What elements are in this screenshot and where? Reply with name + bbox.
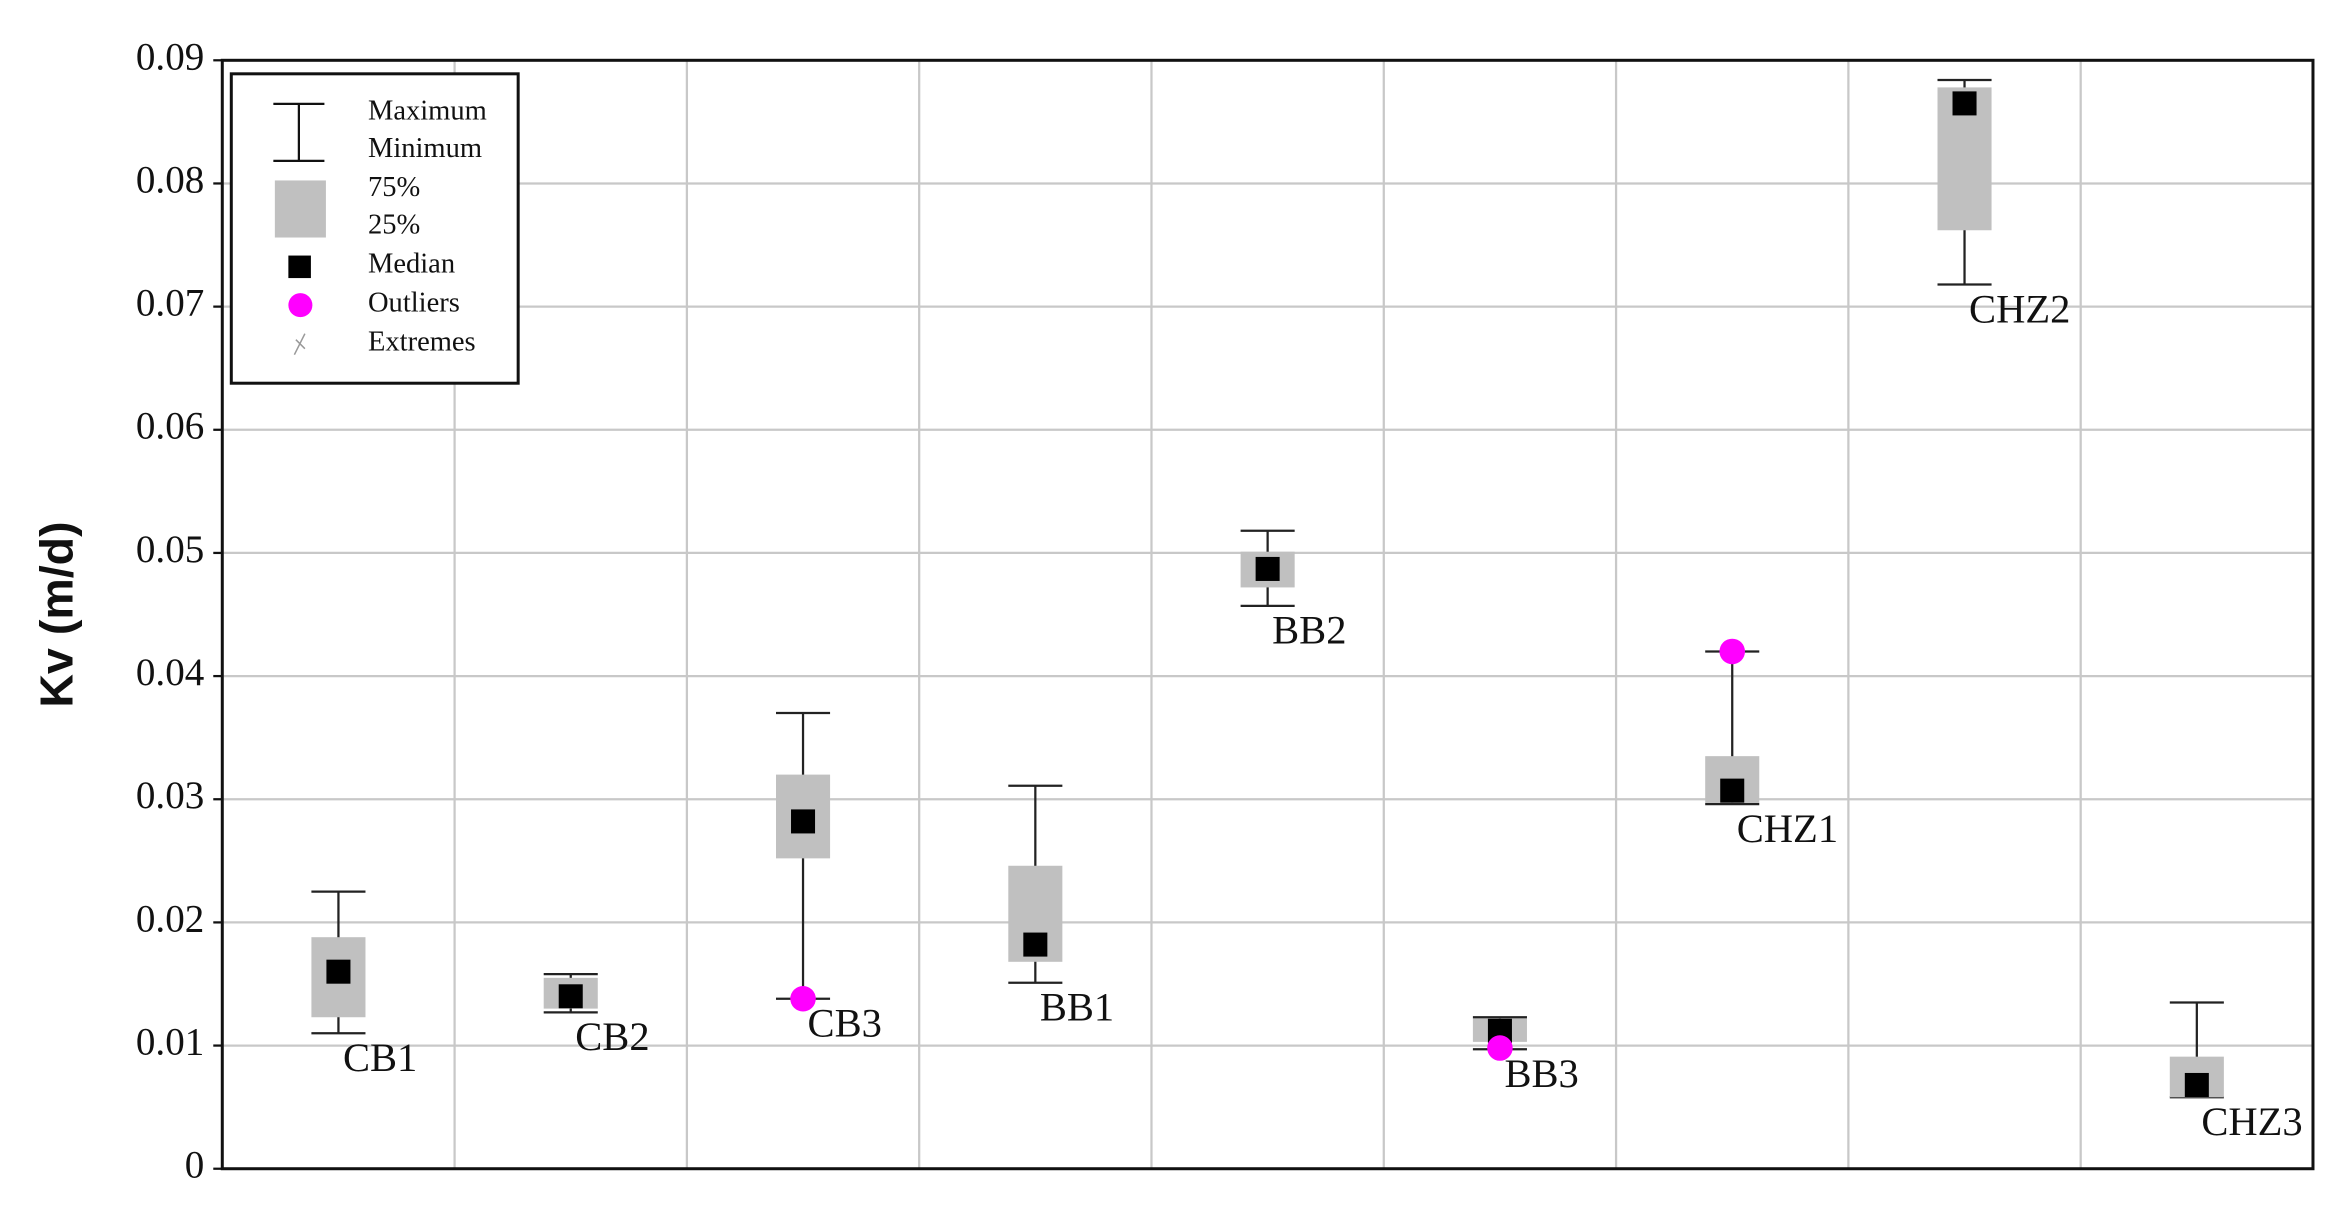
category-label: BB2 [1272,608,1346,653]
legend-label: 25% [368,210,420,241]
median [2184,1072,2209,1097]
median [326,959,351,984]
y-tick-label: 0 [185,1144,205,1187]
median [791,809,816,834]
legend-box [274,180,326,238]
y-tick-label: 0.05 [136,528,204,571]
y-tick-label: 0.09 [136,35,204,78]
category-label: CHZ2 [1969,286,2070,331]
category-label: CB3 [808,1001,882,1046]
median [1255,556,1280,581]
category-label: CB2 [575,1014,649,1059]
y-tick-label: 0.08 [136,158,204,201]
y-tick-label: 0.02 [136,897,204,940]
legend-extreme [293,333,306,356]
median [1720,778,1745,803]
outlier [1719,638,1745,665]
category-label: BB1 [1040,985,1114,1030]
legend-outlier [288,293,313,318]
legend-label: Minimum [368,133,482,164]
y-tick-label: 0.01 [136,1021,204,1064]
plot-frame [220,58,2315,1171]
outlier [1487,1035,1513,1061]
category-label: CHZ1 [1737,806,1838,851]
outlier [790,986,816,1012]
legend-label: Extremes [368,327,476,358]
legend-label: Outliers [368,288,460,319]
median [1023,932,1048,957]
category-label: CHZ3 [2201,1099,2302,1144]
marks: CB1 CB2 CB3 BB1 BB2 BB3 CHZ1 CHZ2 CHZ3 [311,78,2303,1144]
median [558,984,583,1009]
legend-label: Median [368,249,455,280]
category-label: BB3 [1504,1051,1578,1096]
legend-label: 75% [368,172,420,203]
y-tick-label: 0.06 [136,405,204,448]
legend: Maximum Minimum 75% 25% Median Outliers Extrem… [229,72,520,385]
y-tick-label: 0.07 [136,282,204,325]
category-label: CB1 [343,1035,417,1080]
y-tick-label: 0.04 [136,651,204,694]
legend-label: Maximum [368,95,487,126]
median [1952,91,1977,116]
y-tick-label: 0.03 [136,774,204,817]
y-axis-title: Kv (m/d) [30,521,82,707]
legend-median [288,255,311,279]
